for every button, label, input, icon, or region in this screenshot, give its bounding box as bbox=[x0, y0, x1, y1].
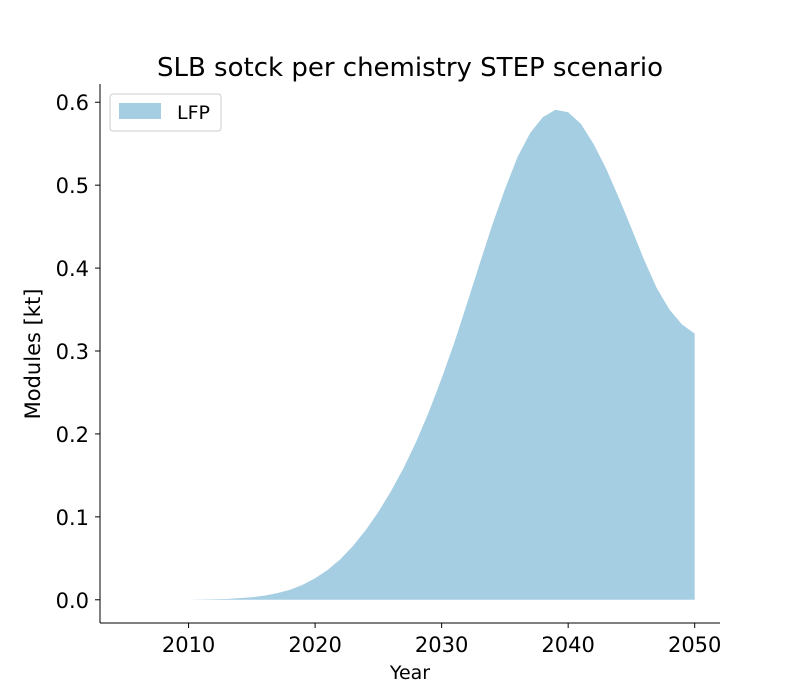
y-tick-label: 0.1 bbox=[56, 506, 89, 530]
y-axis-label: Modules [kt] bbox=[21, 289, 45, 420]
x-tick-label: 2010 bbox=[162, 633, 215, 657]
x-tick-label: 2030 bbox=[415, 633, 468, 657]
y-tick-label: 0.5 bbox=[56, 174, 89, 198]
x-axis-label: Year bbox=[389, 662, 430, 684]
legend-swatch bbox=[119, 103, 161, 119]
x-tick-label: 2020 bbox=[288, 633, 341, 657]
x-tick-label: 2050 bbox=[668, 633, 721, 657]
area-layer bbox=[188, 109, 695, 600]
plot-area: 2010 2020 2030 2040 2050 0.00.10.20.30.40.50… bbox=[56, 84, 721, 657]
area-series-lfp bbox=[188, 109, 695, 600]
x-tick-label: 2040 bbox=[541, 633, 594, 657]
y-tick-label: 0.4 bbox=[56, 257, 89, 281]
y-ticks: 0.0 0.1 0.2 0.3 0.4 0.5 0.6 bbox=[56, 91, 100, 613]
x-ticks: 2010 2020 2030 2040 2050 bbox=[162, 623, 721, 657]
y-tick-label: 0.2 bbox=[56, 423, 89, 447]
y-tick-label: 0.0 bbox=[56, 589, 89, 613]
legend-label: LFP bbox=[177, 102, 210, 124]
y-tick-label: 0.6 bbox=[56, 91, 89, 115]
chart-title: SLB sotck per chemistry STEP scenario bbox=[157, 53, 663, 83]
legend: LFP bbox=[109, 93, 222, 132]
y-tick-label: 0.3 bbox=[56, 340, 89, 364]
